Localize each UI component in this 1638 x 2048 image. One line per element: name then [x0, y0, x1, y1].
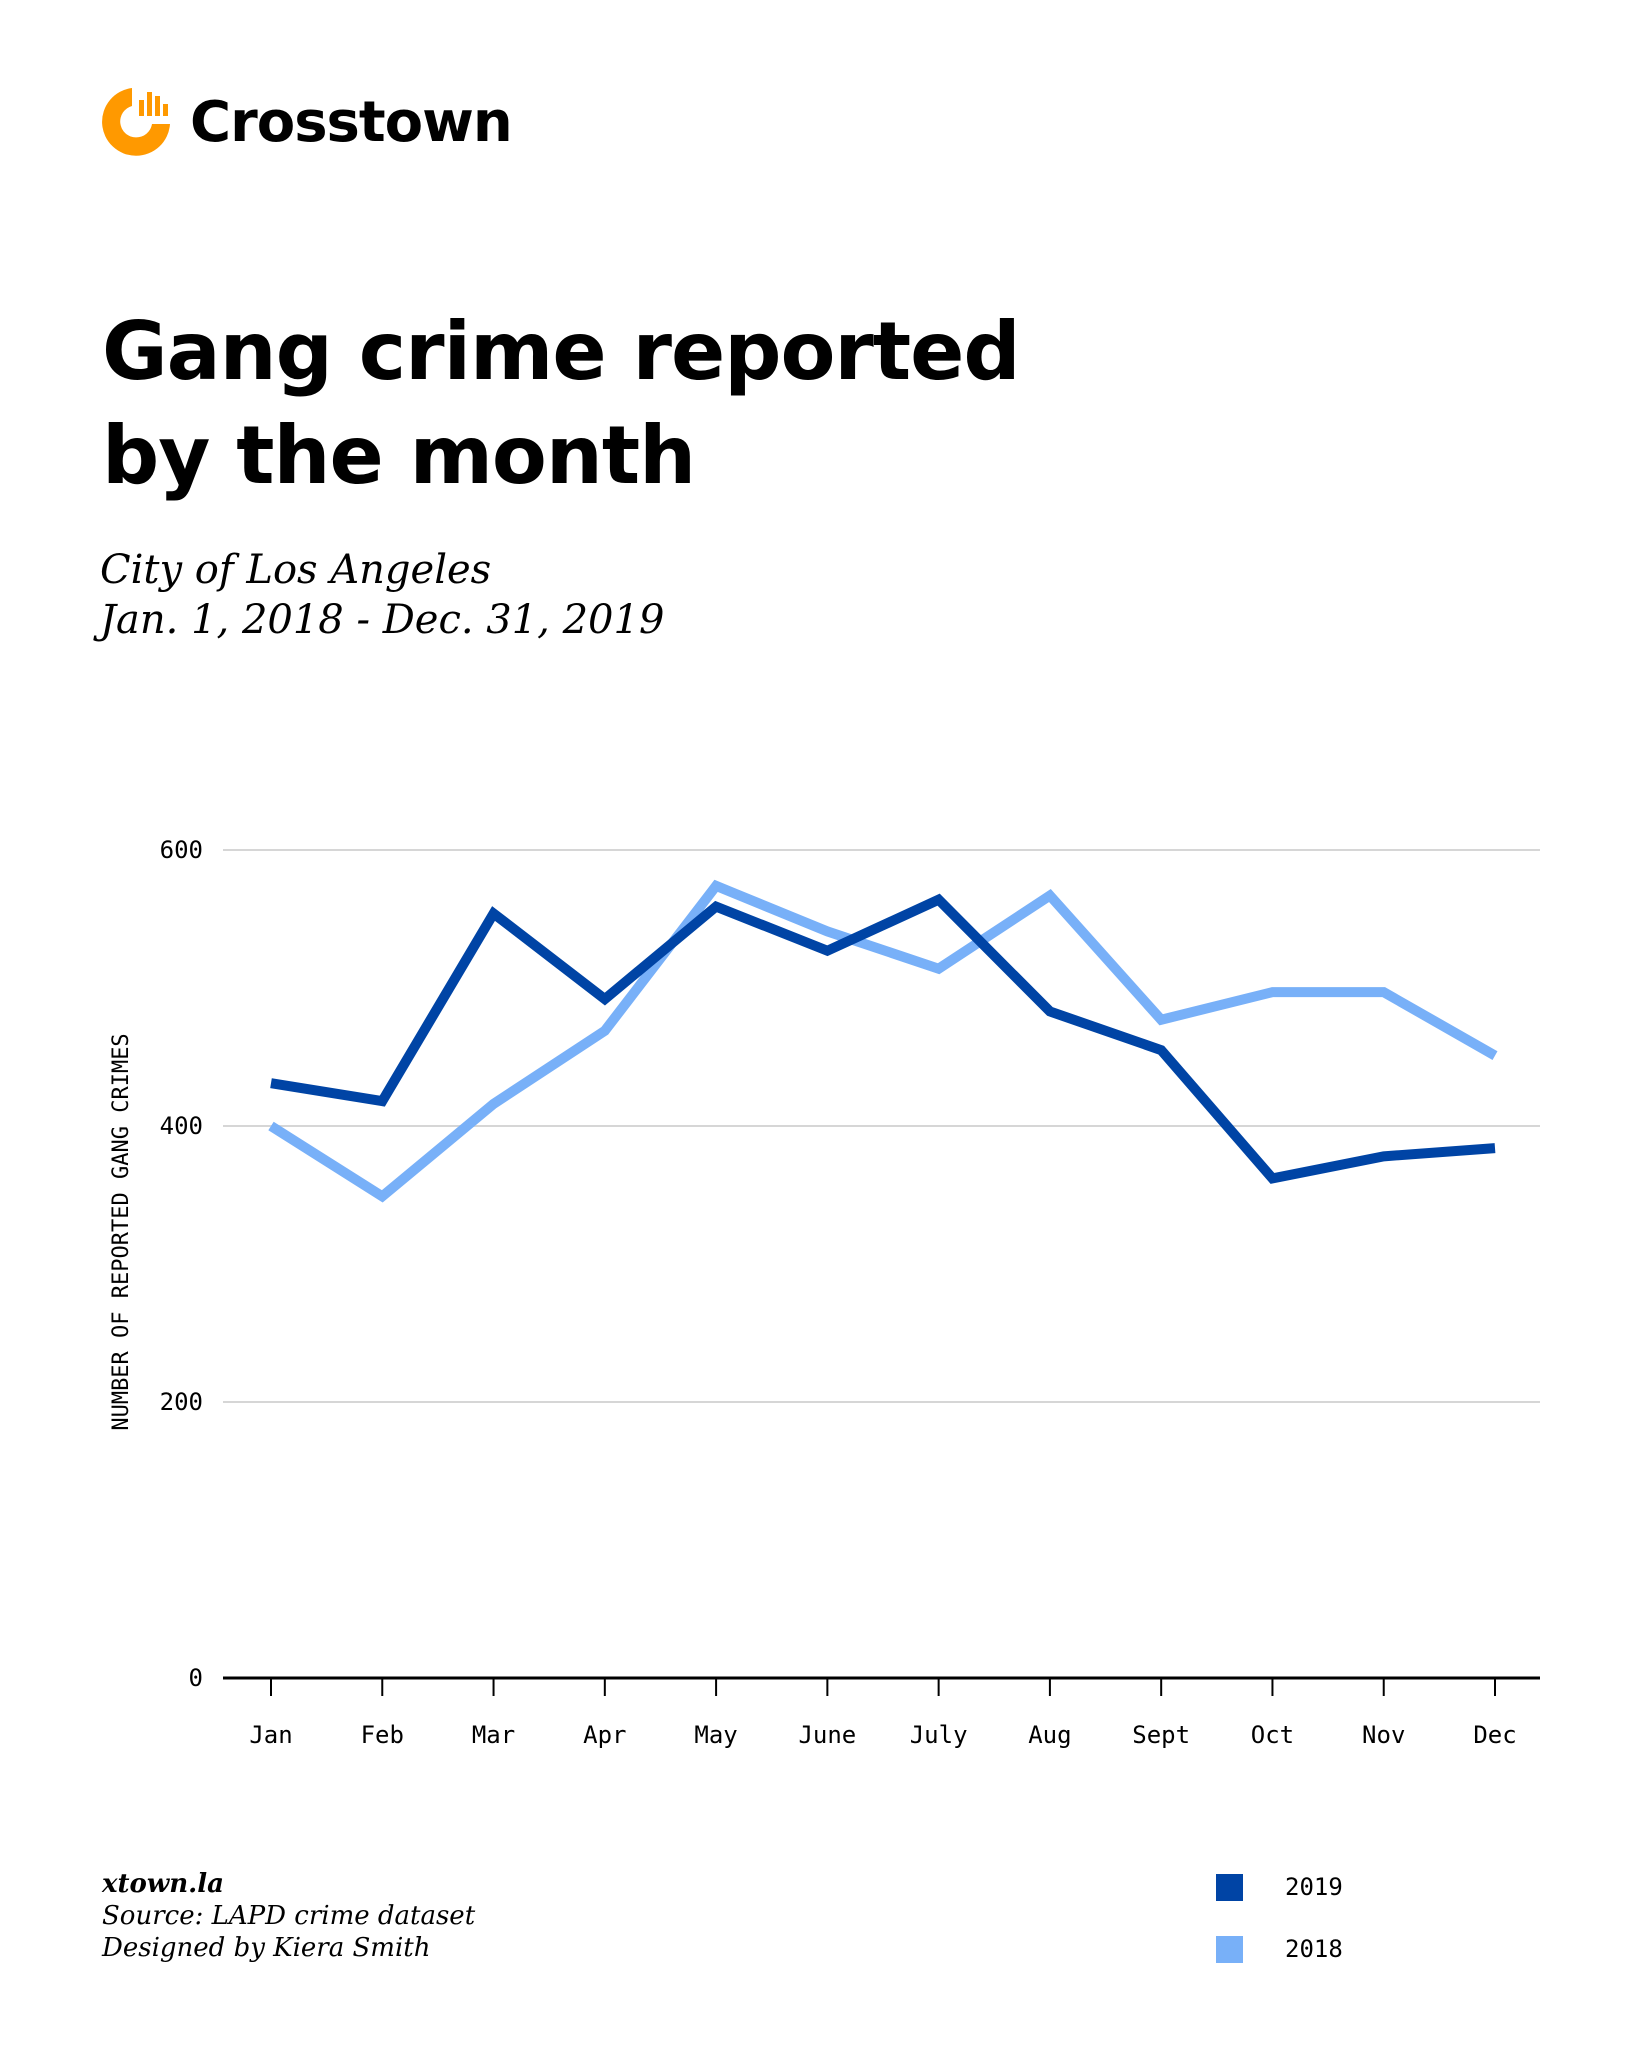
x-tick-label: Mar — [472, 1721, 515, 1749]
x-tick-label: Feb — [361, 1721, 404, 1749]
y-tick-label: 0 — [189, 1664, 203, 1692]
page-title: Gang crime reported by the month — [102, 300, 1202, 508]
x-tick-label: Sept — [1132, 1721, 1190, 1749]
y-tick-label: 400 — [160, 1112, 203, 1140]
x-tick-label: Jan — [249, 1721, 292, 1749]
legend-item-2018: 2018 — [1216, 1934, 1343, 1964]
title-line: Gang crime reported — [102, 305, 1021, 398]
series-line-2018 — [268, 879, 1498, 1203]
site-link[interactable]: xtown.la — [102, 1869, 224, 1899]
source-note: Source: LAPD crime dataset — [102, 1901, 476, 1931]
subtitle-date-range: Jan. 1, 2018 - Dec. 31, 2019 — [100, 597, 665, 643]
y-tick-label: 600 — [160, 836, 203, 864]
brand-name: Crosstown — [190, 89, 513, 155]
x-tick-label: Aug — [1028, 1721, 1071, 1749]
title-line: by the month — [102, 409, 696, 502]
subtitle: City of Los Angeles Jan. 1, 2018 - Dec. … — [100, 545, 664, 645]
y-axis-title: NUMBER OF REPORTED GANG CRIMES — [109, 1033, 134, 1430]
crosstown-logo-icon — [102, 88, 170, 156]
y-tick-label: 200 — [160, 1388, 203, 1416]
line-chart: 0 200 400 600 Jan Feb Mar Apr May June July Aug Sep… — [109, 836, 1540, 1749]
legend-swatch-2018 — [1216, 1935, 1243, 1963]
credit-note: Designed by Kiera Smith — [102, 1933, 431, 1963]
footer: xtown.la Source: LAPD crime dataset Desi… — [102, 1868, 475, 1964]
crosstown-logo: Crosstown — [102, 86, 513, 158]
series-line-2019 — [270, 893, 1496, 1184]
legend: 2019 2018 — [1216, 1872, 1343, 1996]
x-tick-label: Apr — [583, 1721, 626, 1749]
legend-label-2019: 2019 — [1285, 1873, 1343, 1901]
x-tick-label: Oct — [1251, 1721, 1294, 1749]
legend-swatch-2019 — [1216, 1873, 1243, 1901]
x-tick-label: May — [694, 1721, 737, 1749]
x-tick-label: June — [798, 1721, 856, 1749]
x-tick-label: July — [910, 1721, 968, 1749]
legend-item-2019: 2019 — [1216, 1872, 1343, 1902]
x-tick-label: Nov — [1362, 1721, 1405, 1749]
x-tick-label: Dec — [1473, 1721, 1516, 1749]
subtitle-location: City of Los Angeles — [100, 547, 492, 593]
legend-label-2018: 2018 — [1285, 1935, 1343, 1963]
